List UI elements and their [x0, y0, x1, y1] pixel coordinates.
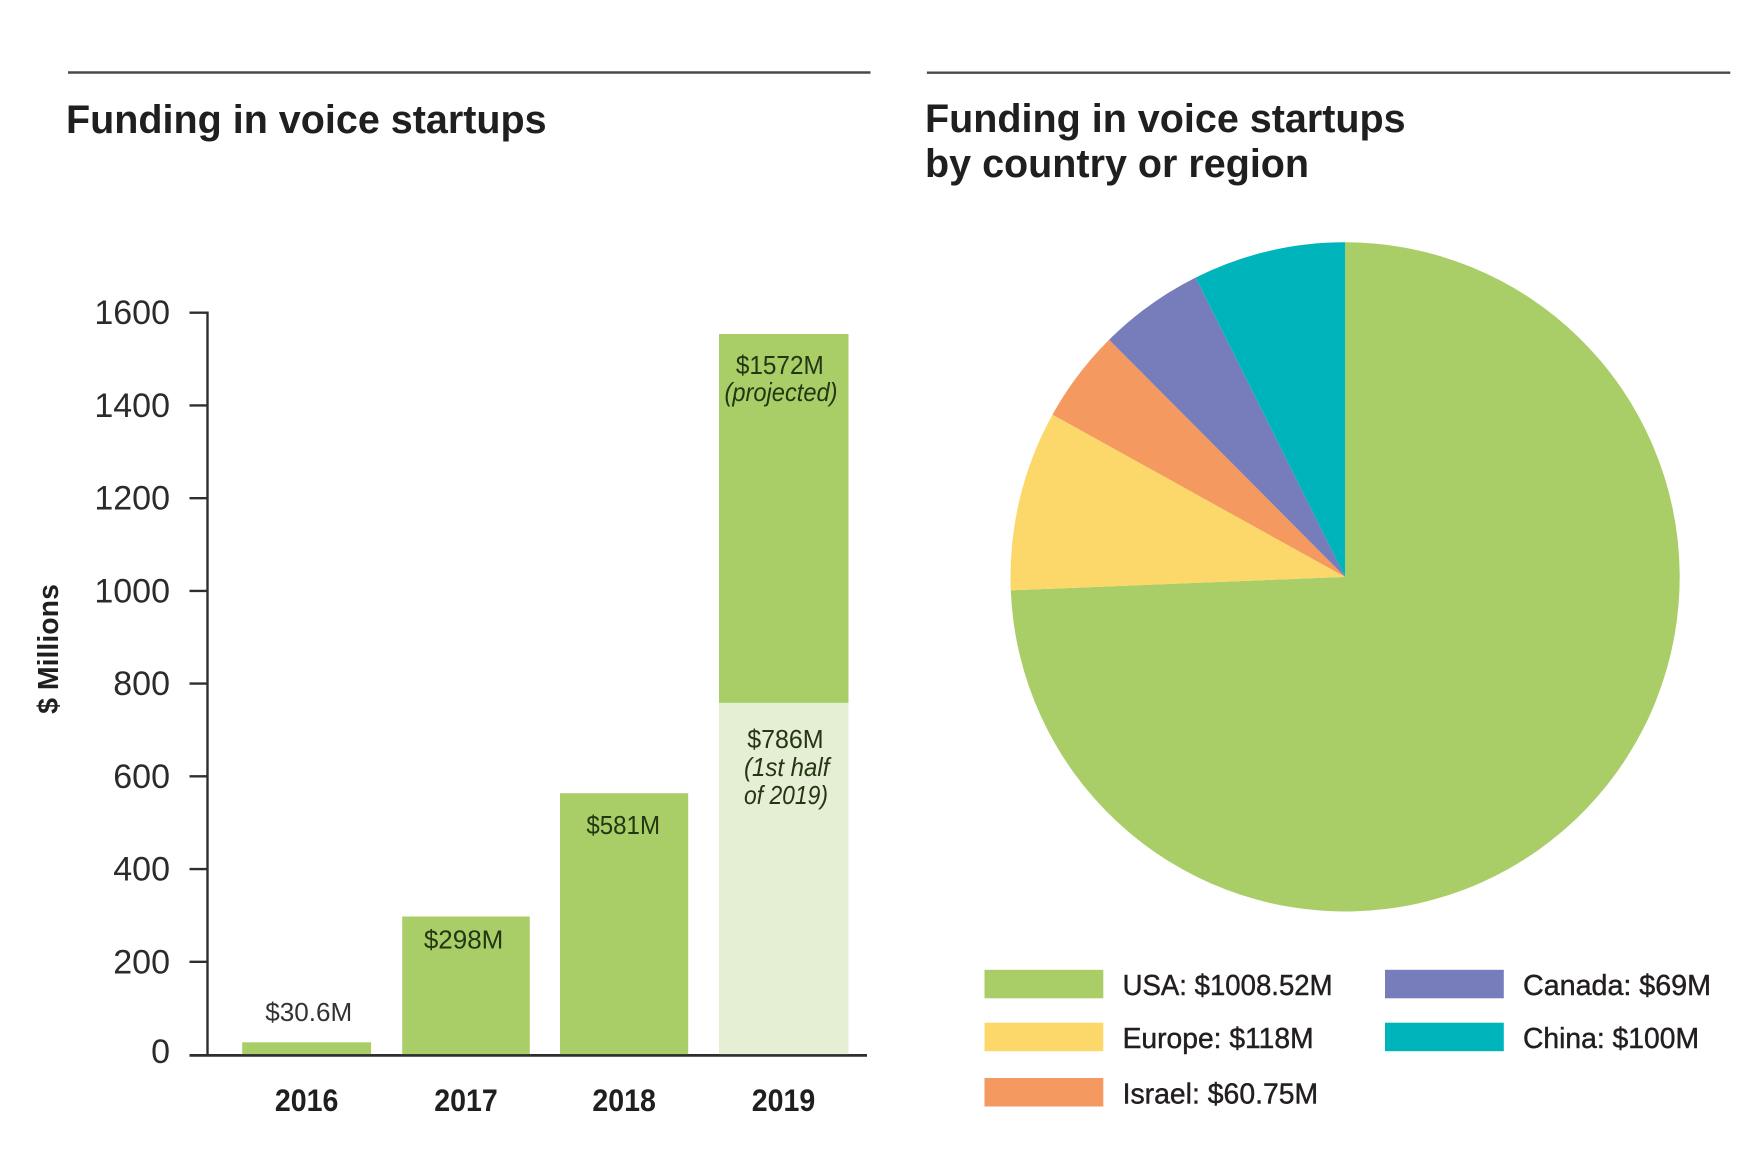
svg-text:0: 0 — [151, 1033, 170, 1071]
svg-text:1400: 1400 — [94, 387, 170, 425]
svg-text:$298M: $298M — [424, 924, 504, 954]
svg-text:$ Millions: $ Millions — [33, 584, 65, 714]
svg-text:China: $100M: China: $100M — [1523, 1023, 1699, 1055]
svg-text:by country or region: by country or region — [925, 142, 1309, 186]
svg-text:600: 600 — [113, 758, 170, 796]
svg-text:Canada: $69M: Canada: $69M — [1523, 970, 1711, 1002]
svg-text:(1st half: (1st half — [744, 752, 832, 782]
svg-text:Funding in voice startups: Funding in voice startups — [925, 97, 1406, 141]
svg-text:Europe: $118M: Europe: $118M — [1123, 1023, 1314, 1055]
svg-text:$30.6M: $30.6M — [265, 997, 352, 1027]
svg-text:USA: $1008.52M: USA: $1008.52M — [1123, 970, 1333, 1002]
svg-text:$581M: $581M — [586, 810, 660, 840]
svg-text:$786M: $786M — [747, 724, 823, 754]
svg-text:2016: 2016 — [275, 1082, 339, 1118]
svg-text:1000: 1000 — [94, 572, 170, 610]
svg-text:2018: 2018 — [592, 1082, 656, 1118]
svg-text:800: 800 — [113, 665, 170, 703]
svg-text:of 2019): of 2019) — [744, 780, 828, 810]
svg-text:1200: 1200 — [94, 480, 170, 518]
svg-text:(projected): (projected) — [725, 377, 838, 407]
svg-text:1600: 1600 — [94, 294, 170, 332]
svg-text:Funding in voice startups: Funding in voice startups — [66, 98, 547, 142]
svg-text:400: 400 — [113, 851, 170, 889]
svg-text:Israel: $60.75M: Israel: $60.75M — [1123, 1078, 1319, 1110]
svg-text:2019: 2019 — [752, 1082, 816, 1118]
svg-text:200: 200 — [113, 943, 170, 981]
svg-text:2017: 2017 — [434, 1082, 498, 1118]
svg-text:$1572M: $1572M — [736, 350, 824, 380]
